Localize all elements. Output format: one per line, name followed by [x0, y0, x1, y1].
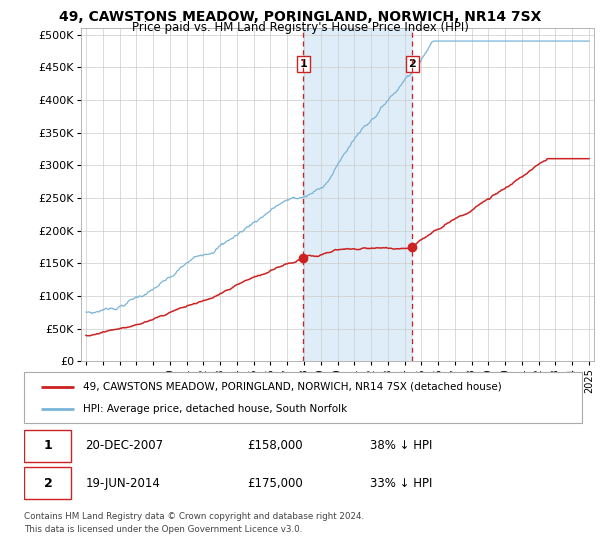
Text: 1: 1	[44, 440, 52, 452]
Text: 38% ↓ HPI: 38% ↓ HPI	[370, 440, 433, 452]
FancyBboxPatch shape	[24, 372, 582, 423]
Text: £158,000: £158,000	[247, 440, 303, 452]
Bar	[304, 28, 412, 361]
Text: 2: 2	[409, 59, 416, 69]
Text: Contains HM Land Registry data © Crown copyright and database right 2024.
This d: Contains HM Land Registry data © Crown c…	[24, 512, 364, 534]
Text: 49, CAWSTONS MEADOW, PORINGLAND, NORWICH, NR14 7SX (detached house): 49, CAWSTONS MEADOW, PORINGLAND, NORWICH…	[83, 381, 502, 391]
Text: 19-JUN-2014: 19-JUN-2014	[85, 477, 160, 490]
Text: 20-DEC-2007: 20-DEC-2007	[85, 440, 164, 452]
Text: 33% ↓ HPI: 33% ↓ HPI	[370, 477, 433, 490]
FancyBboxPatch shape	[24, 430, 71, 462]
FancyBboxPatch shape	[24, 467, 71, 500]
Text: 49, CAWSTONS MEADOW, PORINGLAND, NORWICH, NR14 7SX: 49, CAWSTONS MEADOW, PORINGLAND, NORWICH…	[59, 10, 541, 24]
Text: Price paid vs. HM Land Registry's House Price Index (HPI): Price paid vs. HM Land Registry's House …	[131, 21, 469, 34]
Text: 1: 1	[299, 59, 307, 69]
Text: £175,000: £175,000	[247, 477, 303, 490]
Text: HPI: Average price, detached house, South Norfolk: HPI: Average price, detached house, Sout…	[83, 404, 347, 414]
Text: 2: 2	[44, 477, 52, 490]
